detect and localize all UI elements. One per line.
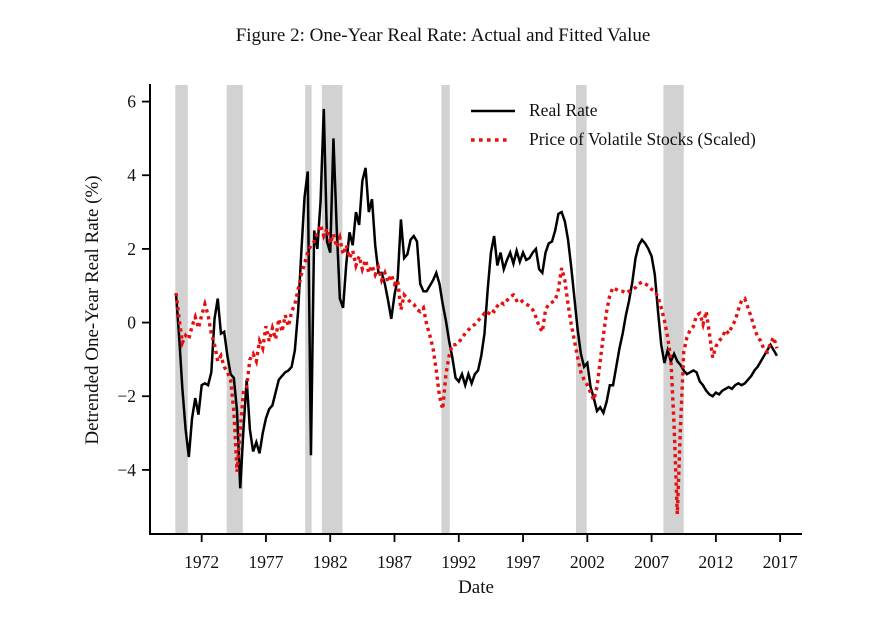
y-tick-label: −2 — [117, 386, 136, 406]
recession-band — [663, 85, 684, 533]
series-real-rate — [174, 108, 779, 489]
y-tick-label: 4 — [127, 165, 136, 185]
legend: Real Rate Price of Volatile Stocks (Scal… — [470, 99, 756, 151]
figure-title: Figure 2: One-Year Real Rate: Actual and… — [235, 25, 651, 46]
x-tick-label: 1992 — [441, 552, 476, 572]
x-tick-label: 2002 — [570, 552, 605, 572]
series-volatile-stocks — [174, 219, 779, 515]
solid-line-sample — [471, 109, 515, 112]
y-tick-label: 2 — [127, 239, 136, 259]
x-axis-label: Date — [458, 577, 494, 598]
x-tick-label: 1977 — [248, 552, 283, 572]
recession-band — [576, 85, 587, 533]
legend-label: Real Rate — [529, 100, 598, 120]
x-tick-label: 2012 — [698, 552, 733, 572]
y-tick-label: 0 — [127, 313, 136, 333]
y-axis-label: Detrended One-Year Real Rate (%) — [82, 175, 103, 445]
recession-band — [441, 85, 450, 533]
y-tick-label: −4 — [117, 460, 136, 480]
x-tick-label: 1997 — [506, 552, 541, 572]
x-tick-label: 2007 — [634, 552, 669, 572]
x-tick-label: 1982 — [313, 552, 348, 572]
x-tick-label: 1987 — [377, 552, 412, 572]
x-tick-label: 2017 — [763, 552, 798, 572]
dotted-line-sample — [471, 137, 511, 142]
y-tick-label: 6 — [127, 92, 136, 112]
x-tick-label: 1972 — [184, 552, 219, 572]
legend-entry-real-rate: Real Rate — [470, 99, 756, 122]
recession-band — [226, 85, 243, 533]
legend-entry-volatile-stocks: Price of Volatile Stocks (Scaled) — [470, 128, 756, 151]
legend-label: Price of Volatile Stocks (Scaled) — [529, 129, 756, 149]
